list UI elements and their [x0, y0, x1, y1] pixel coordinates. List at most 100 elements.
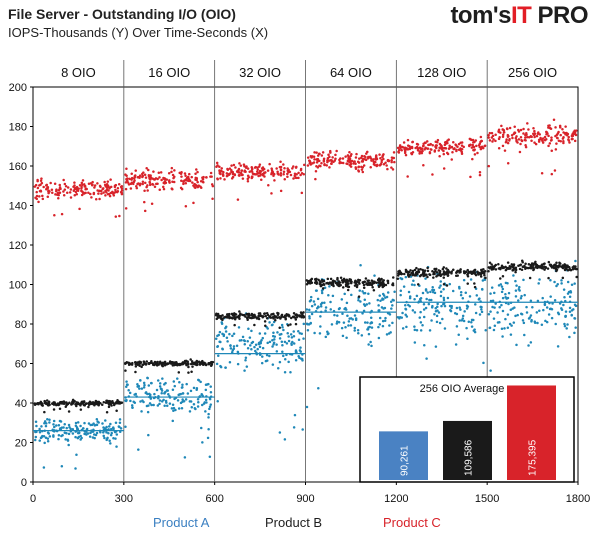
data-point [536, 321, 539, 325]
data-point [517, 264, 520, 267]
data-point [120, 192, 124, 196]
data-point [488, 131, 492, 135]
data-point [570, 134, 574, 137]
data-point [154, 361, 157, 364]
data-point [48, 403, 51, 407]
data-point [555, 269, 558, 273]
data-point [55, 424, 58, 427]
data-point [80, 181, 84, 185]
data-point [111, 190, 114, 194]
data-point [282, 170, 286, 174]
data-point [404, 275, 408, 279]
data-point [433, 313, 436, 316]
data-point [108, 194, 112, 198]
data-point [372, 160, 375, 163]
data-point [481, 279, 485, 282]
data-point [366, 321, 369, 324]
data-point [315, 151, 318, 154]
data-point [184, 398, 188, 401]
data-point [207, 416, 210, 419]
data-point [512, 264, 515, 267]
data-point [148, 180, 151, 184]
data-point [349, 161, 352, 164]
data-point [183, 172, 187, 175]
data-point [187, 179, 190, 183]
data-point [547, 260, 551, 264]
data-point [341, 157, 345, 160]
data-point [303, 163, 306, 167]
data-point [155, 388, 159, 392]
data-point [38, 427, 41, 431]
data-point [494, 133, 497, 137]
data-point [349, 154, 352, 158]
data-point [501, 274, 505, 278]
data-point [405, 325, 408, 329]
data-point [163, 362, 167, 366]
data-point [114, 190, 118, 194]
data-point [265, 317, 269, 320]
data-point [225, 172, 229, 175]
data-point [216, 344, 220, 348]
data-point [422, 142, 425, 145]
data-point [217, 354, 220, 357]
data-point [574, 259, 577, 263]
data-point [470, 321, 473, 324]
data-point [65, 401, 68, 404]
data-point [246, 316, 249, 320]
data-point [136, 361, 139, 364]
data-point [351, 318, 354, 321]
data-point [473, 285, 477, 289]
data-point [154, 177, 158, 180]
data-point [127, 363, 131, 366]
data-point [204, 362, 207, 365]
data-point [273, 338, 276, 341]
data-point [292, 335, 296, 338]
data-point [237, 168, 240, 172]
data-point [534, 266, 537, 269]
data-point [138, 364, 141, 368]
data-point [379, 156, 382, 160]
data-point [522, 278, 525, 282]
data-point [379, 299, 382, 303]
data-point [574, 304, 578, 308]
data-point [276, 170, 279, 173]
data-point [230, 312, 234, 316]
data-point [430, 298, 433, 302]
data-point [387, 312, 391, 315]
data-point [367, 292, 370, 295]
data-point [39, 190, 43, 193]
data-point [415, 328, 419, 332]
data-point [196, 398, 200, 401]
data-point [426, 275, 429, 279]
data-point [524, 136, 527, 139]
data-point [422, 315, 426, 319]
data-point [377, 336, 381, 340]
data-point [426, 266, 429, 270]
data-point [71, 401, 75, 405]
data-point [142, 386, 146, 389]
data-point [335, 322, 339, 325]
data-point [470, 270, 474, 274]
data-point [315, 306, 319, 310]
data-point [439, 143, 443, 147]
data-point [390, 166, 393, 169]
data-point [348, 278, 351, 281]
data-point [431, 144, 434, 147]
data-point [230, 169, 233, 172]
data-point [448, 144, 451, 148]
data-point [231, 170, 235, 174]
data-point [326, 159, 329, 162]
data-point [473, 271, 477, 275]
data-point [69, 427, 72, 431]
data-point [286, 324, 290, 327]
data-point [378, 294, 381, 297]
data-point [53, 182, 57, 185]
data-point [73, 181, 76, 184]
data-point [248, 316, 252, 320]
data-point [266, 169, 270, 172]
data-point [220, 167, 223, 170]
data-point [44, 424, 48, 428]
data-point [363, 304, 367, 307]
data-point [562, 135, 565, 139]
data-point [346, 288, 350, 292]
